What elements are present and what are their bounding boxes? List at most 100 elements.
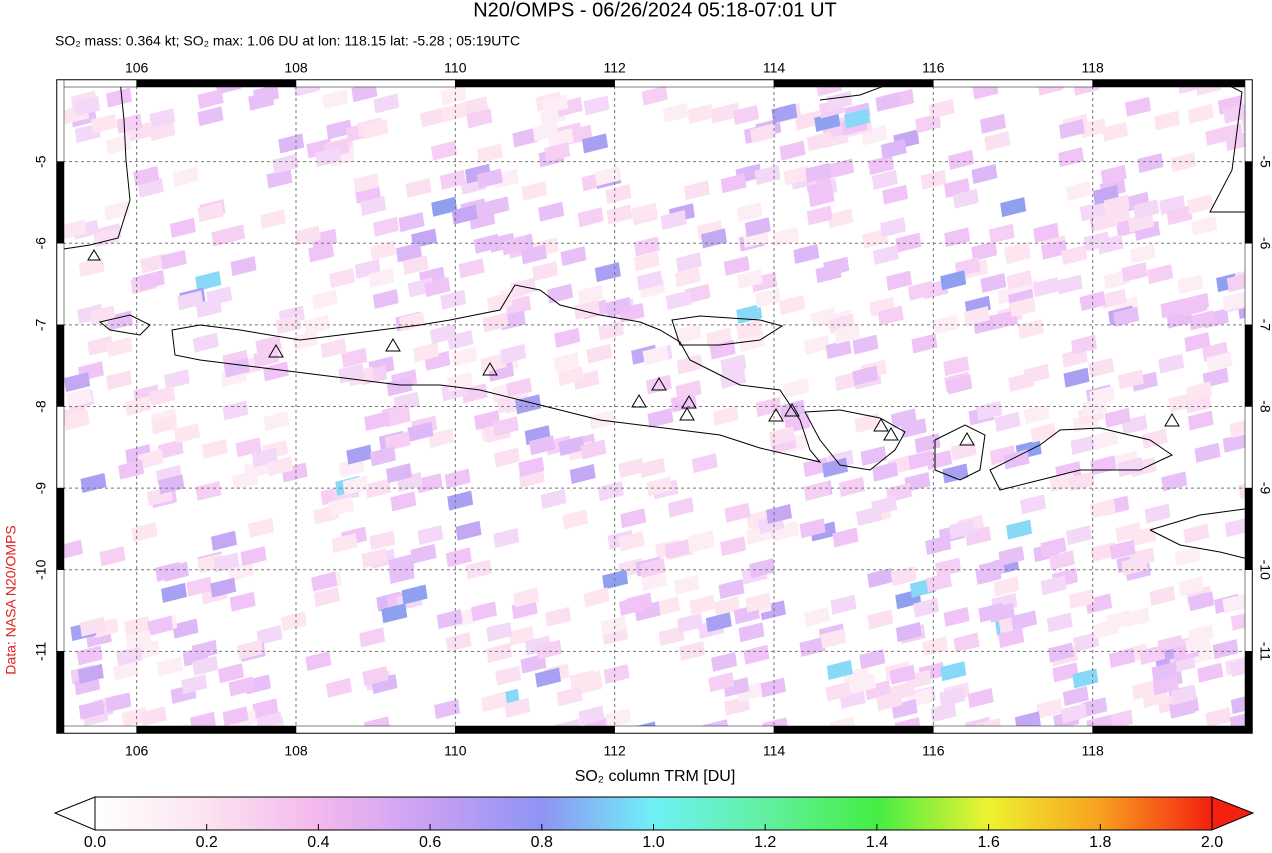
pixel xyxy=(362,119,389,140)
y-tick-label: -7 xyxy=(1257,319,1272,332)
pixel xyxy=(197,106,224,127)
pixel xyxy=(578,705,605,726)
pixel xyxy=(542,94,569,115)
pixel xyxy=(838,476,865,497)
pixel xyxy=(636,270,663,291)
pixel xyxy=(935,557,962,578)
pixel xyxy=(1185,634,1212,655)
pixel xyxy=(633,251,660,272)
y-tick-label: -5 xyxy=(33,155,49,168)
pixel xyxy=(140,253,167,274)
pixel xyxy=(1000,197,1027,218)
pixel xyxy=(440,85,467,106)
pixel xyxy=(895,622,922,643)
pixel xyxy=(341,347,368,368)
pixel xyxy=(984,131,1011,152)
pixel xyxy=(125,395,152,416)
frame-bar xyxy=(1244,406,1253,489)
pixel xyxy=(1127,212,1154,233)
pixel xyxy=(222,400,249,421)
x-tick-label: 112 xyxy=(604,60,627,76)
pixel xyxy=(1005,244,1032,265)
volcano xyxy=(87,249,101,261)
pixel xyxy=(64,372,91,393)
pixel xyxy=(979,113,1006,134)
x-tick-label: 118 xyxy=(1082,743,1105,759)
pixel xyxy=(815,263,842,284)
pixel xyxy=(1030,422,1057,443)
pixel xyxy=(1160,298,1187,319)
pixel xyxy=(1133,199,1160,220)
pixel xyxy=(850,673,877,694)
pixel xyxy=(447,330,474,351)
pixel xyxy=(1052,662,1079,683)
pixel xyxy=(151,414,178,435)
pixel xyxy=(676,354,703,375)
pixel xyxy=(1073,632,1100,653)
pixel xyxy=(1065,525,1092,546)
y-tick-label: -6 xyxy=(33,237,49,250)
pixel xyxy=(803,334,830,355)
colorbar: 0.0 0.2 0.4 0.6 0.8 1.0 1.2 1.4 1.6 1.8 2.0 xyxy=(53,796,1255,851)
pixel xyxy=(1161,471,1188,492)
pixel xyxy=(466,108,493,129)
pixel xyxy=(711,651,738,672)
pixel xyxy=(486,642,513,663)
pixel xyxy=(1177,274,1204,295)
pixel xyxy=(675,323,702,344)
pixel xyxy=(161,582,188,603)
pixel xyxy=(720,173,747,194)
pixel xyxy=(431,196,458,217)
pixel xyxy=(1020,494,1047,515)
pixel xyxy=(201,438,228,459)
frame-bar xyxy=(1244,161,1253,244)
pixel xyxy=(359,627,386,648)
x-tick-label: 114 xyxy=(763,60,786,76)
pixel xyxy=(133,165,160,186)
pixel xyxy=(745,592,772,613)
pixel xyxy=(263,361,290,382)
pixel xyxy=(971,241,998,262)
pixel xyxy=(1154,110,1181,131)
pixel xyxy=(946,374,973,395)
pixel xyxy=(431,140,458,161)
pixel xyxy=(980,272,1007,293)
credit: Data: NASA N20/OMPS xyxy=(3,525,19,674)
colorbar-tick-label: 0.8 xyxy=(531,834,553,851)
pixel xyxy=(1040,575,1067,596)
pixel xyxy=(920,169,947,190)
pixel xyxy=(210,577,237,598)
pixel xyxy=(99,546,126,567)
pixel xyxy=(1011,610,1038,631)
pixel xyxy=(510,277,537,298)
pixel xyxy=(804,606,831,627)
x-tick-label: 108 xyxy=(284,743,308,759)
pixel xyxy=(311,289,338,310)
pixel xyxy=(1205,707,1232,728)
frame-bar xyxy=(295,725,456,734)
pixel xyxy=(320,338,347,359)
pixel xyxy=(278,133,305,154)
pixel xyxy=(1081,697,1108,718)
pixel xyxy=(195,481,222,502)
pixel xyxy=(505,377,532,398)
pixel xyxy=(665,290,692,311)
pixel xyxy=(493,528,520,549)
colorbar-under xyxy=(53,796,96,831)
pixel xyxy=(1102,121,1129,142)
pixel xyxy=(822,457,849,478)
pixel xyxy=(832,527,859,548)
pixel xyxy=(535,639,562,660)
pixel xyxy=(87,335,114,356)
pixel xyxy=(708,672,735,693)
pixel xyxy=(1081,397,1108,418)
pixel xyxy=(830,594,857,615)
pixel xyxy=(248,517,275,538)
pixel xyxy=(683,180,710,201)
pixel xyxy=(631,202,658,223)
pixel xyxy=(948,519,975,540)
pixel xyxy=(1181,296,1208,317)
pixel xyxy=(713,596,740,617)
pixel xyxy=(743,644,770,665)
